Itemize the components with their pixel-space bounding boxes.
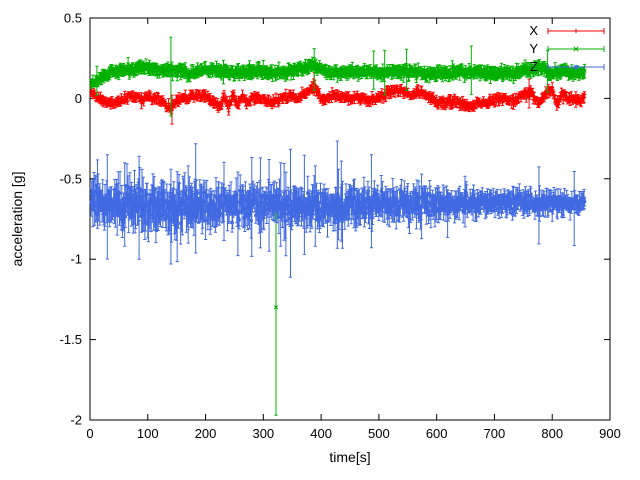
legend-label: Z <box>530 59 538 74</box>
x-tick-label: 800 <box>541 426 563 441</box>
y-tick-label: -1.5 <box>60 332 82 347</box>
y-tick-label: -0.5 <box>60 171 82 186</box>
y-axis-label: acceleration [g] <box>9 172 25 267</box>
legend-item-x: X <box>529 23 605 38</box>
x-tick-label: 900 <box>599 426 621 441</box>
x-tick-label: 0 <box>86 426 93 441</box>
x-axis-ticks <box>89 18 611 420</box>
x-axis-tick-labels: 0 100 200 300 400 500 600 700 800 900 <box>86 426 620 441</box>
y-tick-label: -1 <box>70 252 82 267</box>
y-axis-tick-labels: -2 -1.5 -1 -0.5 0 0.5 <box>60 11 82 428</box>
legend-sample <box>547 46 605 52</box>
legend-sample <box>547 28 605 34</box>
legend-sample-marker <box>573 64 579 70</box>
legend-item-z: Z <box>530 59 605 74</box>
series-x <box>89 72 587 125</box>
x-tick-label: 300 <box>252 426 274 441</box>
plot-border <box>89 17 611 421</box>
legend-sample <box>547 64 605 70</box>
series-y <box>89 36 587 416</box>
series-z <box>89 140 587 278</box>
x-tick-label: 400 <box>310 426 332 441</box>
x-tick-label: 500 <box>368 426 390 441</box>
legend-sample-marker <box>573 28 579 34</box>
series-y-markers <box>89 60 587 310</box>
legend-item-y: Y <box>529 41 605 56</box>
x-tick-label: 100 <box>137 426 159 441</box>
x-tick-label: 200 <box>195 426 217 441</box>
series-z-markers <box>89 183 587 226</box>
y-tick-label: 0 <box>75 91 82 106</box>
x-tick-label: 700 <box>484 426 506 441</box>
legend-label: X <box>529 23 538 38</box>
x-tick-label: 600 <box>426 426 448 441</box>
plot-area: 0 100 200 300 400 500 600 700 800 900 -2 -1.5 -1 -0.5… <box>60 11 621 442</box>
y-tick-label: -2 <box>70 413 82 428</box>
x-axis-label: time[s] <box>329 449 370 465</box>
legend: XYZ <box>529 23 605 74</box>
legend-sample-marker <box>573 46 579 52</box>
y-tick-label: 0.5 <box>64 11 82 26</box>
series-x-markers <box>89 80 587 114</box>
legend-label: Y <box>529 41 538 56</box>
